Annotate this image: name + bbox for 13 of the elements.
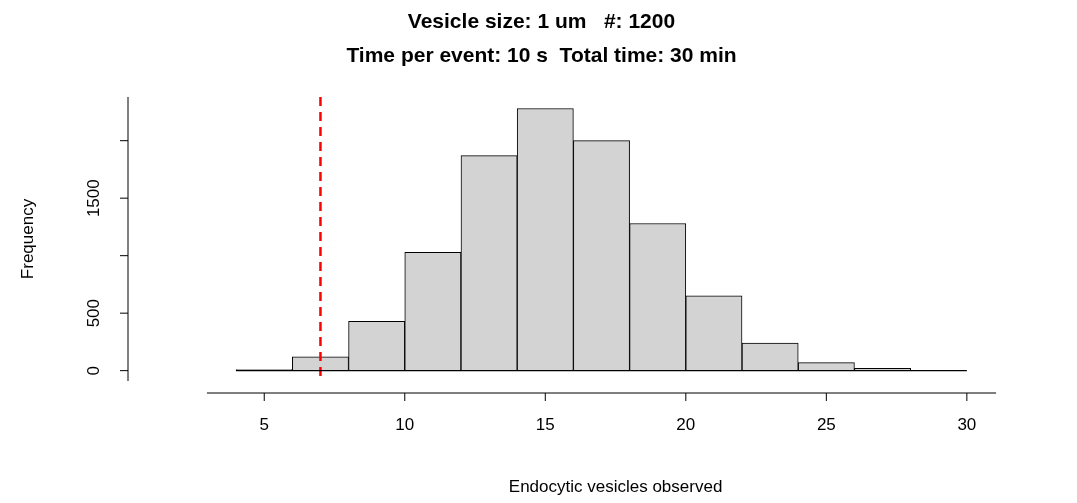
x-tick-label: 5 [259,414,269,434]
y-tick-label: 500 [83,298,103,328]
x-tick-label: 15 [535,414,555,434]
chart-title: Vesicle size: 1 um #: 1200 [407,8,676,32]
y-axis-title: Frequency [17,198,37,280]
x-tick-label: 10 [395,414,415,434]
x-tick-label: 25 [816,414,836,434]
x-axis-title: Endocytic vesicles observed [508,476,723,496]
y-tick-label: 0 [83,365,103,376]
x-tick-label: 30 [957,414,977,434]
y-tick-label: 1500 [83,179,103,218]
chart-subtitle: Time per event: 10 s Total time: 30 min [346,42,737,66]
x-tick-label: 20 [676,414,696,434]
